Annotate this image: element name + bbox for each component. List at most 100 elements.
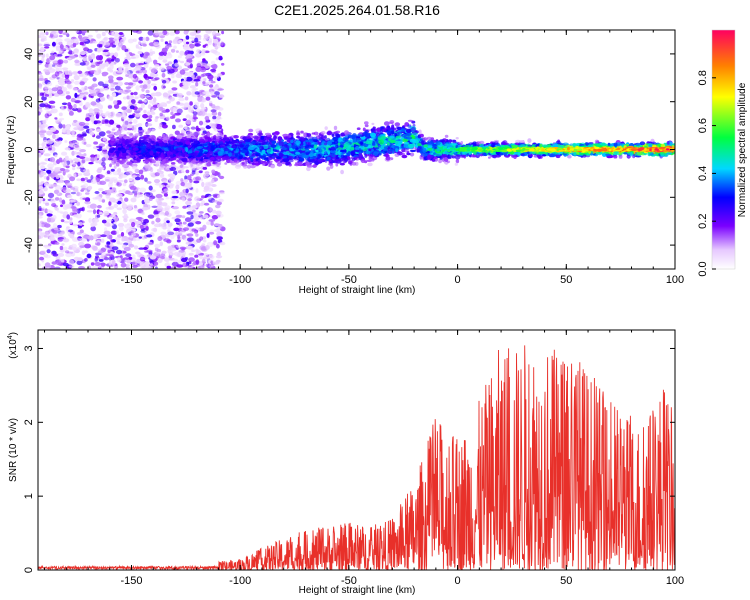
spectrogram-cell bbox=[57, 210, 63, 213]
spectrogram-cell bbox=[213, 86, 219, 90]
spectrogram-cell bbox=[131, 221, 136, 228]
spectrogram-cell bbox=[65, 252, 73, 258]
spectrogram-cell bbox=[99, 96, 106, 102]
spectrogram-cell bbox=[76, 191, 80, 197]
spectrogram-cell bbox=[43, 153, 51, 157]
spectrogram-cell bbox=[195, 171, 199, 176]
spectrogram-cell bbox=[123, 217, 128, 223]
spectrogram-cell bbox=[74, 144, 79, 148]
spectrogram-cell bbox=[144, 177, 148, 182]
spectrogram-cell bbox=[128, 52, 133, 55]
spectrogram-cell bbox=[217, 73, 223, 77]
spectrogram-cell bbox=[109, 112, 114, 117]
spectrogram-cell bbox=[183, 76, 188, 81]
spectrogram-cell bbox=[120, 232, 125, 237]
spectrogram-cell bbox=[133, 91, 138, 96]
spectrogram-cell bbox=[206, 162, 212, 167]
spectrogram-cell bbox=[164, 217, 169, 222]
spectrogram-cell bbox=[50, 30, 57, 35]
spectrogram-cell bbox=[166, 116, 170, 121]
spectrogram-cell bbox=[45, 53, 49, 58]
spectrogram-cell bbox=[95, 135, 101, 139]
spectrogram-cell bbox=[53, 160, 57, 166]
spectrogram-cell bbox=[46, 249, 51, 254]
spectrogram-cell bbox=[52, 253, 59, 257]
spectrogram-cell bbox=[181, 85, 187, 89]
spectrogram-cell bbox=[60, 204, 63, 208]
spectrogram-cell bbox=[43, 68, 49, 73]
spectrogram-cell bbox=[195, 233, 199, 237]
spectrogram-cell bbox=[122, 208, 127, 214]
spectrogram-cell bbox=[54, 154, 58, 158]
spectrogram-cell bbox=[146, 130, 151, 135]
spectrogram-cell bbox=[168, 182, 173, 186]
spectrogram-cell bbox=[57, 54, 63, 57]
spectrogram-cell bbox=[141, 69, 148, 74]
spectrogram-cell bbox=[185, 241, 193, 245]
spectrogram-cell bbox=[165, 63, 170, 66]
spectrogram-cell bbox=[89, 203, 97, 209]
spectrogram-cell bbox=[178, 250, 185, 253]
spectrogram-cell bbox=[54, 117, 58, 120]
spectrogram-cell bbox=[146, 111, 151, 116]
spectrogram-cell bbox=[171, 195, 179, 199]
spectrogram-cell bbox=[109, 187, 113, 190]
spectrogram-cell bbox=[93, 108, 100, 113]
spectrogram-cell bbox=[52, 59, 59, 64]
spectrogram-cell bbox=[154, 243, 161, 248]
spectrogram-cell bbox=[84, 85, 88, 91]
spectrogram-cell bbox=[131, 181, 136, 185]
spectrogram-cell bbox=[80, 165, 84, 169]
spectrogram-cell bbox=[122, 182, 127, 187]
spectrogram-cell bbox=[101, 71, 109, 76]
spectrogram-cell bbox=[371, 122, 375, 126]
spectrogram-cell bbox=[183, 45, 190, 51]
spectrogram-cell bbox=[209, 84, 214, 88]
spectrogram-cell bbox=[111, 187, 116, 191]
spectrogram-cell bbox=[93, 141, 98, 145]
spectrogram-cell bbox=[107, 105, 113, 109]
spectrogram-cell bbox=[187, 198, 192, 202]
spectrogram-cell bbox=[109, 163, 112, 168]
spectrogram-cell bbox=[153, 223, 161, 228]
spectrogram-cell bbox=[77, 34, 83, 40]
spectrogram-cell bbox=[88, 108, 94, 113]
spectrogram-cell bbox=[38, 235, 42, 240]
spectrogram-cell bbox=[115, 113, 123, 117]
spectrogram-cell bbox=[172, 258, 179, 263]
spectrogram-cell bbox=[195, 188, 199, 193]
spectrogram-cell bbox=[95, 196, 102, 200]
spectrogram-cell bbox=[189, 101, 193, 106]
spectrogram-cell bbox=[209, 207, 213, 212]
spectrogram-cell bbox=[59, 44, 64, 50]
spectrogram-cell bbox=[154, 172, 160, 177]
spectrogram-cell bbox=[124, 89, 132, 93]
spectrogram-cell bbox=[221, 62, 225, 66]
spectrogram-cell bbox=[43, 187, 48, 192]
spectrogram-cell bbox=[192, 209, 196, 213]
spectrogram-cell bbox=[106, 234, 111, 239]
spectrogram-cell bbox=[199, 236, 204, 241]
spectrogram-cell bbox=[52, 105, 56, 109]
spectrogram-cell bbox=[122, 188, 126, 194]
spectrogram-cell bbox=[84, 187, 91, 193]
spectrogram-cell bbox=[98, 265, 102, 269]
spectrogram-cell bbox=[128, 178, 133, 182]
spectrogram-cell bbox=[106, 223, 111, 227]
spectrogram-cell bbox=[161, 80, 167, 84]
spectrogram-cell bbox=[154, 64, 160, 67]
spectrogram-cell bbox=[64, 147, 71, 151]
spectrogram-cell bbox=[125, 170, 133, 176]
spectrogram-cell bbox=[51, 41, 56, 47]
spectrogram-cell bbox=[124, 179, 128, 184]
spectrogram-cell bbox=[73, 256, 80, 262]
spectrogram-cell bbox=[90, 262, 95, 266]
spectrogram-cell bbox=[85, 103, 91, 109]
spectrogram-cell bbox=[108, 37, 115, 41]
spectrogram-cell bbox=[114, 85, 121, 91]
spectrogram-cell bbox=[155, 217, 161, 223]
spectrogram-cell bbox=[97, 104, 103, 109]
spectrogram-cell bbox=[66, 194, 73, 199]
spectrogram-cell bbox=[172, 114, 176, 119]
spectrogram-cell bbox=[178, 233, 183, 236]
